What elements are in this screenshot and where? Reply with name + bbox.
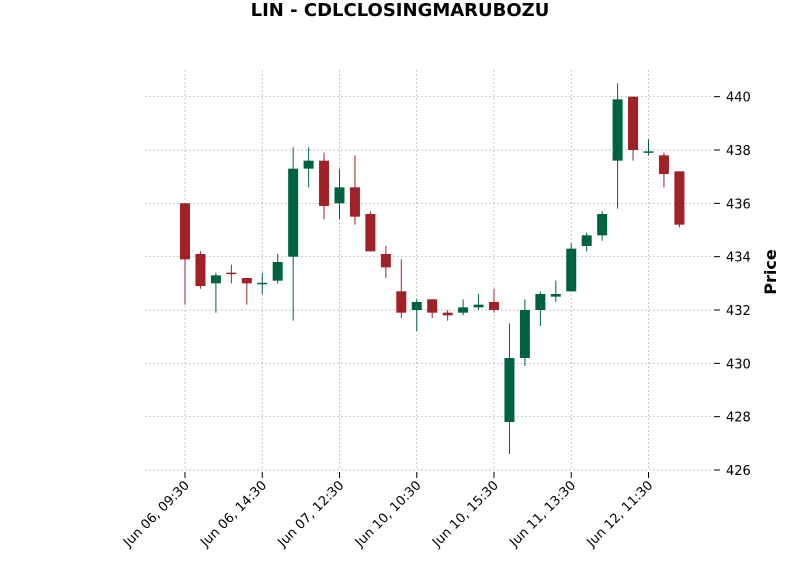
candle-body-up (272, 262, 283, 281)
candle-body-up (504, 358, 515, 422)
y-tick-label: 434 (726, 251, 751, 266)
candle-body-down (349, 187, 360, 217)
candle-body-down (365, 214, 376, 252)
candle-body-down (396, 291, 407, 313)
candle-body-down (380, 254, 391, 268)
candles (180, 83, 685, 454)
candle-body-down (427, 299, 438, 313)
candle-body-down (489, 302, 499, 310)
y-tick-label: 432 (726, 304, 751, 319)
candle-body-down (319, 160, 330, 206)
y-tick-label: 436 (726, 197, 751, 212)
y-tick-label: 430 (726, 357, 751, 372)
x-tick-label: Jun 11, 13:30 (506, 478, 579, 551)
y-axis: 426 428 430 432 434 436 438 440 (714, 91, 751, 479)
y-tick-label: 438 (726, 144, 751, 159)
candle-body-up (334, 187, 345, 204)
candle-body-down (195, 254, 206, 286)
candle-body-up (643, 151, 654, 153)
y-axis-label: Price (761, 249, 780, 295)
x-axis: Jun 06, 09:30 Jun 06, 14:30 Jun 07, 12:30 J… (120, 472, 656, 551)
candle-body-up (458, 307, 469, 313)
candle-body-up (550, 294, 561, 297)
x-tick-label: Jun 12, 11:30 (584, 478, 657, 551)
candle-body-up (473, 304, 484, 308)
candle-body-up (519, 310, 530, 358)
candle-body-down (241, 278, 252, 284)
x-tick-label: Jun 07, 12:30 (275, 478, 348, 551)
x-tick-label: Jun 10, 10:30 (352, 478, 425, 551)
candle-body-down (442, 312, 453, 316)
candle-body-down (674, 171, 685, 225)
candle-body-up (597, 214, 608, 236)
candle-body-down (180, 203, 190, 260)
grid-lines (145, 70, 712, 471)
y-tick-label: 428 (726, 411, 751, 426)
candle-body-down (628, 96, 639, 150)
chart-title: LIN - CDLCLOSINGMARUBOZU (250, 0, 550, 21)
candle-body-up (581, 235, 592, 246)
x-tick-label: Jun 06, 14:30 (197, 478, 270, 551)
candle-body-up (612, 99, 623, 161)
candle-body-up (411, 302, 422, 310)
candle-body-up (303, 160, 314, 169)
candle-body-up (535, 294, 546, 310)
candle-body-up (288, 168, 299, 257)
candle-body-down (226, 272, 237, 275)
candle-body-up (257, 282, 268, 285)
x-tick-label: Jun 06, 09:30 (120, 478, 193, 551)
candle-body-up (566, 248, 577, 292)
y-tick-label: 426 (726, 464, 751, 479)
candle-body-up (210, 275, 221, 284)
candle-body-down (658, 155, 669, 174)
x-tick-label: Jun 10, 15:30 (429, 478, 502, 551)
y-tick-label: 440 (726, 91, 751, 106)
